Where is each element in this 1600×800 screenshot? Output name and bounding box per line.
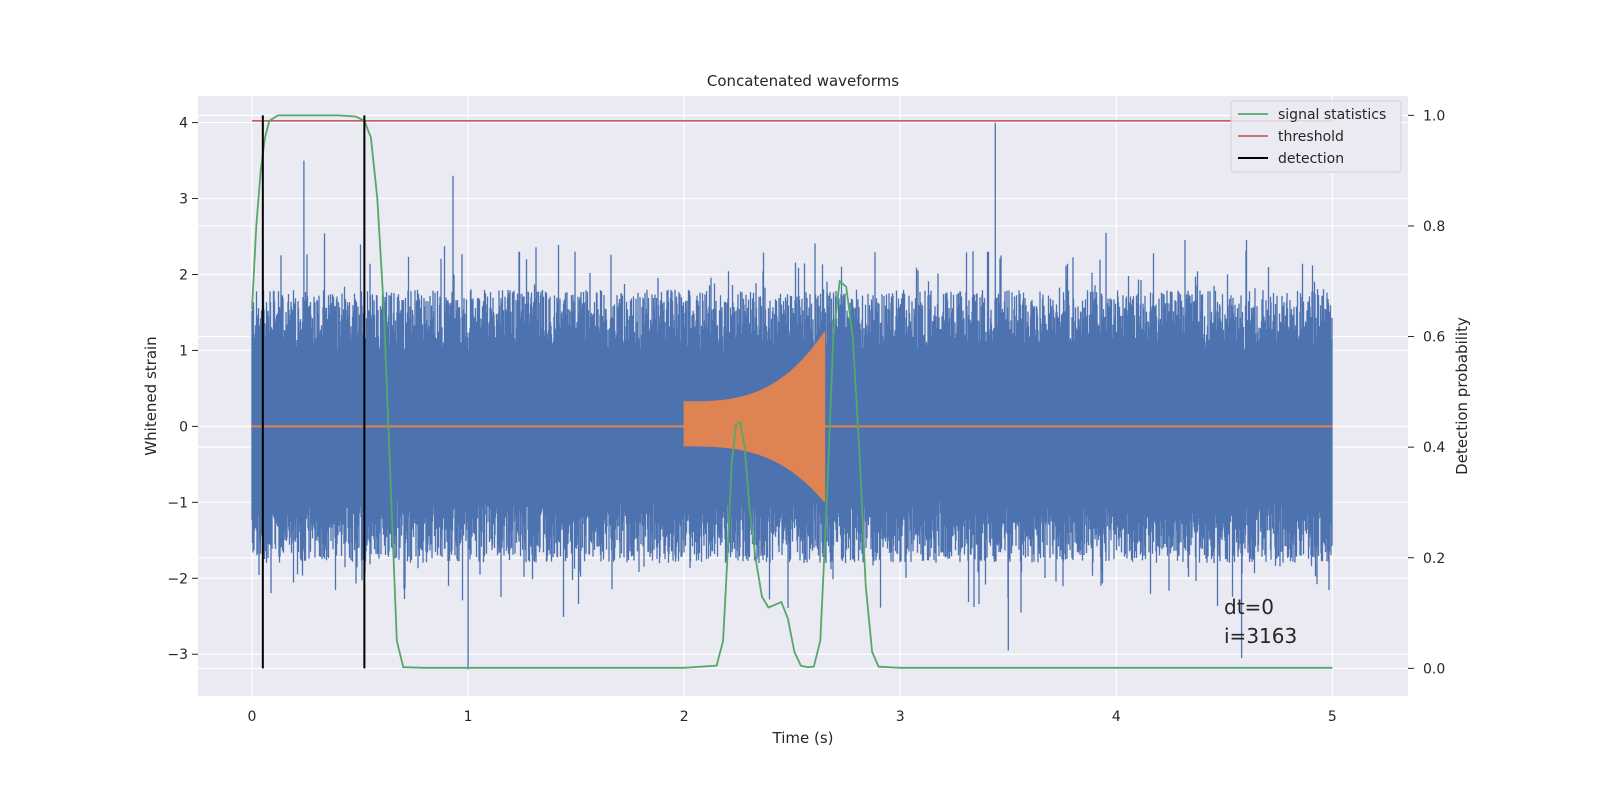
- y-tick-label-right: 0.6: [1423, 330, 1445, 346]
- y-tick-label: 0: [179, 419, 188, 435]
- y-axis-label-right: Detection probability: [1453, 317, 1471, 475]
- y-axis-ticks-left: −3 −2 −1 0 1 2 3 4: [167, 116, 198, 663]
- y-tick-label-right: 0.2: [1423, 551, 1445, 567]
- y-tick-label-right: 0.4: [1423, 440, 1445, 456]
- y-tick-label: −3: [167, 647, 188, 663]
- x-tick-label: 1: [464, 709, 473, 725]
- plot-content: [251, 114, 1333, 670]
- y-tick-label-right: 0.0: [1423, 661, 1445, 677]
- y-tick-label-right: 1.0: [1423, 108, 1445, 124]
- signal-statistics-line: [251, 114, 1333, 669]
- y-tick-label: −2: [167, 571, 188, 587]
- x-axis-ticks: 0 1 2 3 4 5: [248, 709, 1337, 725]
- annotation-i: i=3163: [1224, 624, 1297, 648]
- chart-title: Concatenated waveforms: [707, 72, 899, 90]
- y-axis-label-left: Whitened strain: [142, 336, 160, 455]
- y-tick-label-right: 0.8: [1423, 219, 1445, 235]
- legend-box: [1230, 100, 1402, 173]
- y-tick-label: 2: [179, 267, 188, 283]
- x-tick-label: 3: [896, 709, 905, 725]
- y-tick-label: −1: [167, 495, 188, 511]
- x-tick-label: 2: [680, 709, 689, 725]
- legend: signal statistics threshold detection: [1230, 100, 1402, 173]
- y-axis-ticks-right: 0.0 0.2 0.4 0.6 0.8 1.0: [1408, 108, 1445, 677]
- annotation-dt: dt=0: [1224, 595, 1274, 619]
- x-tick-label: 5: [1328, 709, 1337, 725]
- y-tick-label: 1: [179, 343, 188, 359]
- x-tick-label: 4: [1112, 709, 1121, 725]
- legend-label-detection: detection: [1278, 151, 1344, 167]
- legend-label-signal-statistics: signal statistics: [1278, 107, 1386, 123]
- y-tick-label: 4: [179, 116, 188, 132]
- x-axis-label: Time (s): [772, 729, 834, 747]
- injection-series: [683, 331, 826, 503]
- legend-label-threshold: threshold: [1278, 129, 1344, 145]
- y-tick-label: 3: [179, 192, 188, 208]
- x-tick-label: 0: [248, 709, 257, 725]
